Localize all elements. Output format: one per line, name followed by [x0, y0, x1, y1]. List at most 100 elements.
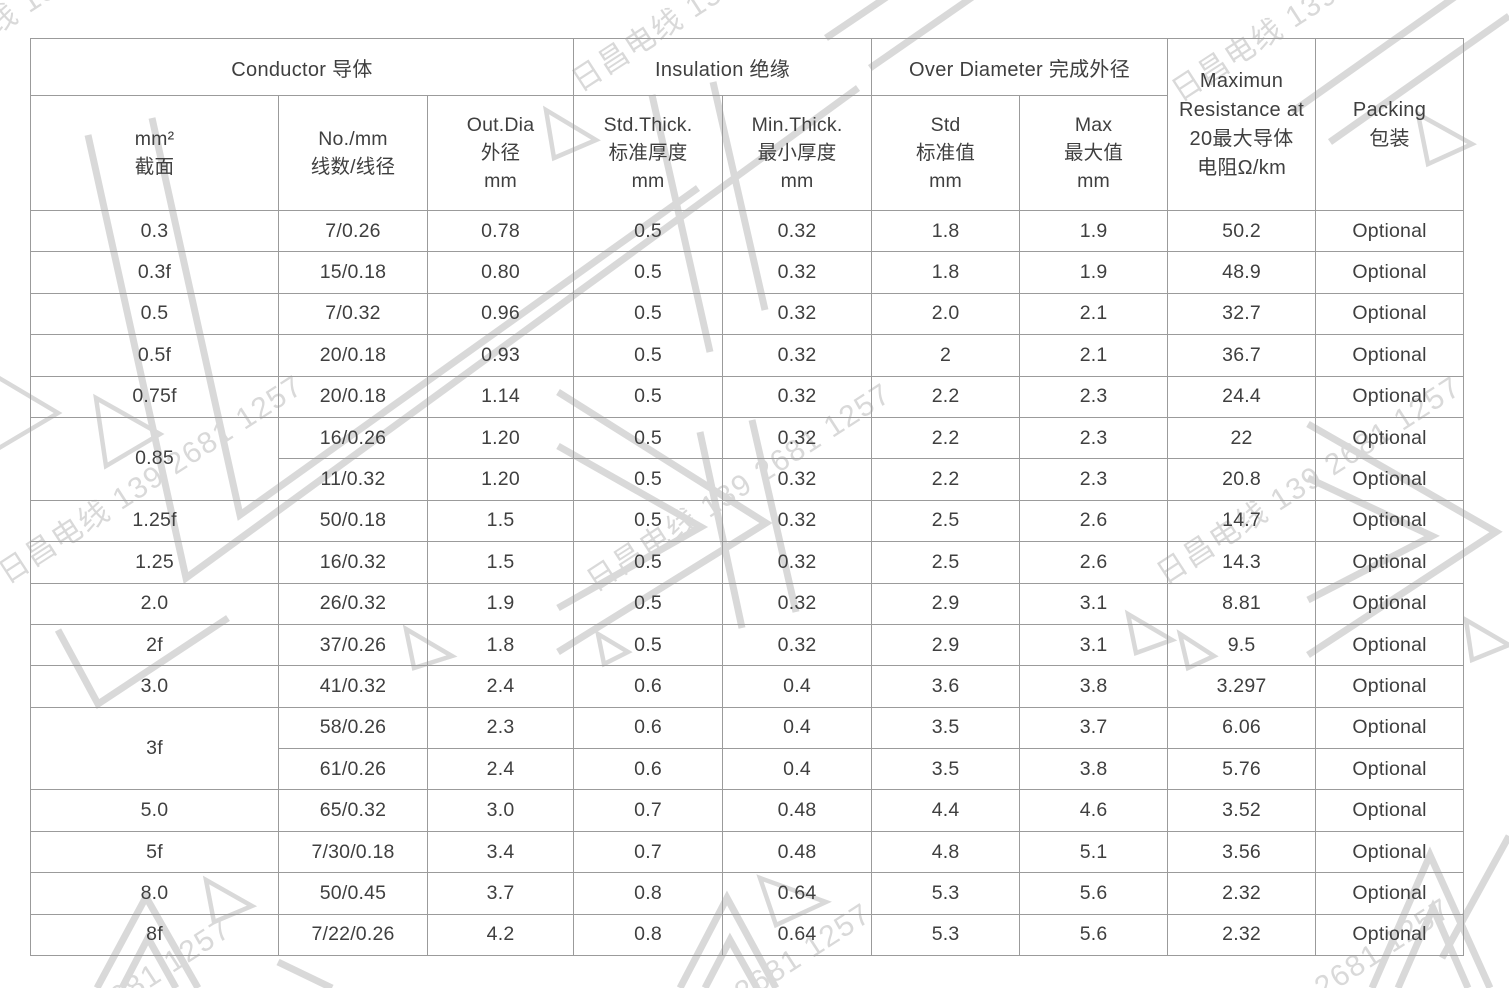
table-cell: 2.2: [871, 416, 1021, 460]
table-cell: 1.5: [426, 499, 575, 543]
column-header-mm2: mm² 截面: [30, 95, 279, 211]
table-cell: 3.297: [1167, 665, 1317, 708]
table-cell: 0.7: [573, 830, 724, 874]
table-cell: 15/0.18: [278, 251, 428, 294]
column-header-out-dia: Out.Dia 外径 mm: [426, 95, 575, 211]
table-cell: 5f: [30, 830, 279, 874]
table-cell: 2: [871, 334, 1021, 377]
table-cell: 0.5: [573, 209, 724, 253]
table-cell: 0.6: [573, 665, 724, 708]
group-header-row: Conductor 导体 Insulation 绝缘 Over Diameter…: [29, 38, 1465, 211]
table-cell: 1.8: [871, 251, 1021, 294]
table-cell: 65/0.32: [278, 789, 428, 832]
table-cell: Optional: [1315, 209, 1465, 253]
table-cell: 0.7: [573, 789, 724, 832]
table-cell: 0.5: [30, 292, 279, 336]
table-cell: 0.5: [573, 458, 724, 501]
table-cell: 3.8: [1019, 748, 1169, 791]
table-cell: 26/0.32: [278, 582, 428, 625]
table-cell: 16/0.26: [278, 416, 428, 460]
table-cell: 1.9: [1019, 251, 1169, 294]
table-cell: 3.6: [871, 665, 1021, 708]
table-cell: 0.5f: [30, 334, 279, 377]
table-cell: 20/0.18: [278, 334, 428, 377]
table-cell: 2.1: [1019, 292, 1169, 336]
table-cell: 41/0.32: [278, 665, 428, 708]
table-cell: 3.8: [1019, 665, 1169, 708]
table-cell: 5.3: [871, 913, 1021, 957]
table-cell: 22: [1167, 416, 1317, 460]
table-cell: 0.6: [573, 706, 724, 750]
table-row: 11/0.32 1.20 0.5 0.32 2.2 2.3 20.8 Optional: [31, 458, 1465, 501]
table-cell: 7/22/0.26: [278, 913, 428, 957]
table-cell: 0.93: [426, 334, 575, 377]
table-row: 1.25 16/0.32 1.5 0.5 0.32 2.5 2.6 14.3 Optional: [30, 541, 1465, 584]
table-row: 0.5 7/0.32 0.96 0.5 0.32 2.0 2.1 32.7 Optional: [30, 292, 1465, 336]
table-cell: 0.8: [573, 913, 724, 957]
table-cell: 2.9: [871, 582, 1021, 625]
table-row: 3.0 41/0.32 2.4 0.6 0.4 3.6 3.8 3.297 Optional: [30, 665, 1465, 708]
table-cell: 0.32: [722, 209, 873, 253]
table-cell: 2.32: [1167, 872, 1317, 915]
table-cell: 3.7: [1019, 706, 1169, 750]
table-cell: 2.6: [1019, 499, 1169, 543]
table-cell: 1.8: [871, 209, 1021, 253]
table-cell: 0.32: [722, 458, 873, 501]
table-cell: Optional: [1315, 582, 1465, 625]
table-cell: 2.4: [426, 748, 575, 791]
table-cell: 0.5: [573, 582, 724, 625]
table-cell: 3f: [30, 706, 279, 791]
table-cell: 1.9: [1019, 209, 1169, 253]
wire-spec-table: Conductor 导体 Insulation 绝缘 Over Diameter…: [29, 38, 1465, 957]
table-row: 2f 37/0.26 1.8 0.5 0.32 2.9 3.1 9.5 Optional: [30, 623, 1465, 667]
table-cell: 0.5: [573, 416, 724, 460]
group-header-max-resistance: Maximun Resistance at 20最大导体 电阻Ω/km: [1167, 38, 1317, 211]
table-cell: 3.1: [1019, 623, 1169, 667]
table-cell: 1.20: [426, 416, 575, 460]
table-cell: 4.6: [1019, 789, 1169, 832]
table-cell: 0.32: [722, 375, 873, 418]
table-cell: 0.5: [573, 292, 724, 336]
table-cell: Optional: [1315, 499, 1465, 543]
table-row: 5f 7/30/0.18 3.4 0.7 0.48 4.8 5.1 3.56 Optional: [30, 830, 1465, 874]
table-cell: 50.2: [1167, 209, 1317, 253]
table-cell: 0.4: [722, 748, 873, 791]
table-row: 0.3 7/0.26 0.78 0.5 0.32 1.8 1.9 50.2 Optional: [30, 209, 1465, 253]
table-cell: 0.32: [722, 416, 873, 460]
table-cell: 5.3: [871, 872, 1021, 915]
table-cell: 4.4: [871, 789, 1021, 832]
table-cell: 2.5: [871, 541, 1021, 584]
table-cell: 3.5: [871, 748, 1021, 791]
table-cell: 6.06: [1167, 706, 1317, 750]
group-header-conductor: Conductor 导体: [29, 38, 575, 96]
table-cell: 3.0: [30, 665, 279, 708]
table-cell: 2.4: [426, 665, 575, 708]
table-cell: Optional: [1315, 251, 1465, 294]
table-cell: 0.32: [722, 334, 873, 377]
table-cell: 20.8: [1167, 458, 1317, 501]
table-row: 0.85 16/0.26 1.20 0.5 0.32 2.2 2.3 22 Optional: [30, 416, 1465, 501]
table-cell: 3.5: [871, 706, 1021, 750]
table-cell: 0.80: [426, 251, 575, 294]
table-cell: 4.8: [871, 830, 1021, 874]
table-cell: 2.0: [30, 582, 279, 625]
table-row: 3f 58/0.26 2.3 0.6 0.4 3.5 3.7 6.06 Optional: [30, 706, 1465, 791]
table-cell: Optional: [1315, 416, 1465, 460]
table-cell: 1.5: [426, 541, 575, 584]
table-row: 61/0.26 2.4 0.6 0.4 3.5 3.8 5.76 Optional: [31, 748, 1465, 791]
table-cell: 20/0.18: [278, 375, 428, 418]
table-cell: 8f: [30, 913, 279, 957]
table-cell: 14.3: [1167, 541, 1317, 584]
table-cell: 3.7: [426, 872, 575, 915]
table-row: 8.0 50/0.45 3.7 0.8 0.64 5.3 5.6 2.32 Optional: [30, 872, 1465, 915]
table-cell: 5.1: [1019, 830, 1169, 874]
table-row: 8f 7/22/0.26 4.2 0.8 0.64 5.3 5.6 2.32 Optional: [30, 913, 1465, 957]
table-cell: Optional: [1315, 872, 1465, 915]
table-cell: 4.2: [426, 913, 575, 957]
table-cell: Optional: [1315, 830, 1465, 874]
table-cell: 8.81: [1167, 582, 1317, 625]
table-cell: 0.32: [722, 292, 873, 336]
table-cell: 3.52: [1167, 789, 1317, 832]
table-row: 0.75f 20/0.18 1.14 0.5 0.32 2.2 2.3 24.4 Optiona…: [30, 375, 1465, 418]
table-cell: 2.32: [1167, 913, 1317, 957]
